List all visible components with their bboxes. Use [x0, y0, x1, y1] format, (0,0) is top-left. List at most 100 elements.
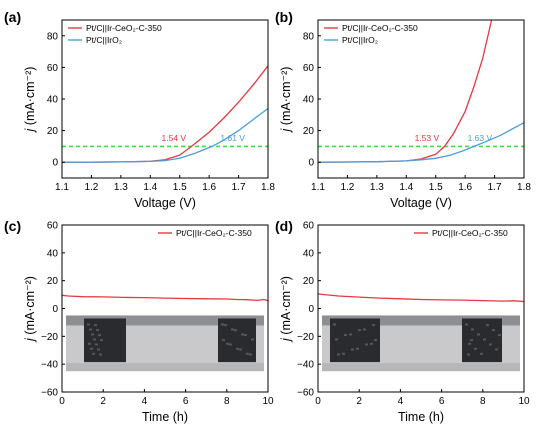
electrode-texture	[333, 323, 336, 326]
electrode-texture	[221, 323, 224, 326]
electrode-texture	[498, 334, 501, 337]
electrode-texture	[93, 338, 96, 341]
y-tick-label: 0	[52, 158, 58, 169]
x-tick-label: 2	[356, 396, 362, 407]
electrode-texture	[244, 334, 247, 337]
y-tick-label: 20	[303, 126, 315, 137]
x-tick-label: 1.6	[202, 182, 216, 193]
x-tick-label: 10	[262, 396, 274, 407]
legend-entry: Pt/C||Ir-CeO₂-C-350	[342, 23, 418, 33]
y-axis-symbol: j	[279, 125, 293, 133]
y-tick-label: 60	[47, 221, 59, 232]
y-tick-label: 20	[47, 276, 59, 287]
electrode-texture	[100, 339, 103, 342]
photo-bottom-band	[322, 363, 520, 372]
y-tick-label: 40	[47, 95, 59, 106]
electrode-texture	[92, 352, 95, 355]
y-tick-label: −20	[297, 332, 314, 343]
x-tick-label: 1.6	[458, 182, 472, 193]
onset-voltage-label: 1.63 V	[468, 133, 493, 143]
panel-letter: (d)	[275, 218, 293, 234]
electrode-texture	[241, 333, 244, 336]
y-tick-label: 60	[303, 221, 315, 232]
electrode-texture	[249, 353, 252, 356]
electrode-texture	[474, 347, 477, 350]
electrode-texture	[467, 353, 470, 356]
x-axis-label: Time (h)	[398, 410, 444, 424]
y-axis-unit: (mA·cm⁻²)	[23, 276, 37, 335]
y-tick-label: 80	[303, 31, 315, 42]
legend: Pt/C||Ir-CeO₂-C-350	[414, 228, 508, 238]
y-axis-label: j (mA·cm⁻²)	[279, 276, 293, 343]
electrode-texture	[465, 323, 468, 326]
electrode-texture	[99, 353, 102, 356]
x-tick-label: 4	[398, 396, 404, 407]
x-tick-label: 1.4	[399, 182, 413, 193]
electrode-texture	[98, 334, 101, 337]
electrode-texture	[337, 353, 340, 356]
y-axis-symbol: j	[279, 335, 293, 343]
y-tick-label: 40	[303, 248, 315, 259]
legend-entry: Pt/C||Ir-CeO₂-C-350	[432, 228, 508, 238]
series-line-ir-ceo2	[317, 293, 525, 303]
x-tick-label: 2	[100, 396, 106, 407]
legend-entry: Pt/C||IrO₂	[342, 35, 378, 45]
y-tick-label: −60	[41, 388, 58, 399]
electrode-texture	[351, 348, 354, 351]
x-tick-label: 0	[315, 396, 321, 407]
electrode-texture	[358, 329, 361, 332]
photo-top-band	[322, 315, 520, 326]
photo-top-band	[66, 315, 264, 326]
y-axis-symbol: j	[23, 335, 37, 343]
electrode-1	[84, 318, 126, 363]
electrode-texture	[231, 328, 234, 331]
electrode-texture	[363, 328, 366, 331]
electrode-texture	[489, 343, 492, 346]
electrode-texture	[477, 333, 480, 336]
electrode-texture	[251, 338, 254, 341]
electrode-photo	[66, 315, 264, 372]
electrode-texture	[226, 342, 229, 345]
y-tick-label: 0	[308, 158, 314, 169]
series-line-iro2	[317, 122, 525, 163]
panel-a: 1.1 1.2 1.3 1.4 1.5 1.6 1.7 1.8 0 20 40 60 80 Voltage…	[4, 9, 275, 210]
x-tick-label: 1.1	[55, 182, 69, 193]
y-tick-label: −40	[41, 360, 58, 371]
electrode-texture	[96, 329, 99, 332]
y-tick-label: 0	[52, 304, 58, 315]
y-axis-label: j (mA·cm⁻²)	[23, 276, 37, 343]
x-tick-label: 1.8	[517, 182, 531, 193]
x-tick-label: 8	[480, 396, 486, 407]
panel-b: 1.1 1.2 1.3 1.4 1.5 1.6 1.7 1.8 0 20 40 60 80 Voltage…	[275, 9, 531, 210]
electrode-texture	[480, 352, 483, 355]
x-tick-label: 1.4	[143, 182, 157, 193]
y-axis-unit: (mA·cm⁻²)	[23, 67, 37, 126]
x-tick-label: 1.5	[429, 182, 443, 193]
electrode-texture	[495, 348, 498, 351]
y-tick-label: 80	[47, 31, 59, 42]
y-axis-label: j (mA·cm⁻²)	[279, 67, 293, 134]
panel-letter: (b)	[275, 9, 293, 25]
x-tick-label: 6	[439, 396, 445, 407]
x-axis-label: Voltage (V)	[134, 196, 196, 210]
electrode-texture	[344, 334, 347, 337]
electrode-texture	[372, 324, 375, 327]
y-tick-label: 60	[47, 63, 59, 74]
x-tick-label: 1.7	[232, 182, 246, 193]
electrode-texture	[229, 343, 232, 346]
electrode-texture	[234, 329, 237, 332]
x-tick-label: 4	[142, 396, 148, 407]
y-axis-label: j (mA·cm⁻²)	[23, 67, 37, 134]
legend: Pt/C||Ir-CeO₂-C-350	[158, 228, 252, 238]
legend: Pt/C||Ir-CeO₂-C-350 Pt/C||IrO₂	[68, 23, 162, 45]
y-tick-label: 40	[47, 248, 59, 259]
x-tick-label: 1.3	[114, 182, 128, 193]
series-line-ir-ceo2	[61, 294, 269, 302]
x-tick-label: 8	[224, 396, 230, 407]
electrode-photo	[322, 315, 520, 372]
electrode-texture	[222, 339, 225, 342]
electrode-texture	[95, 343, 98, 346]
electrode-texture	[239, 348, 242, 351]
x-axis-label: Time (h)	[142, 410, 188, 424]
panel-c: 0 2 4 6 8 10 −60 −40 −20 0 20 40 60 Time (h) j (mA·cm⁻…	[4, 218, 274, 424]
